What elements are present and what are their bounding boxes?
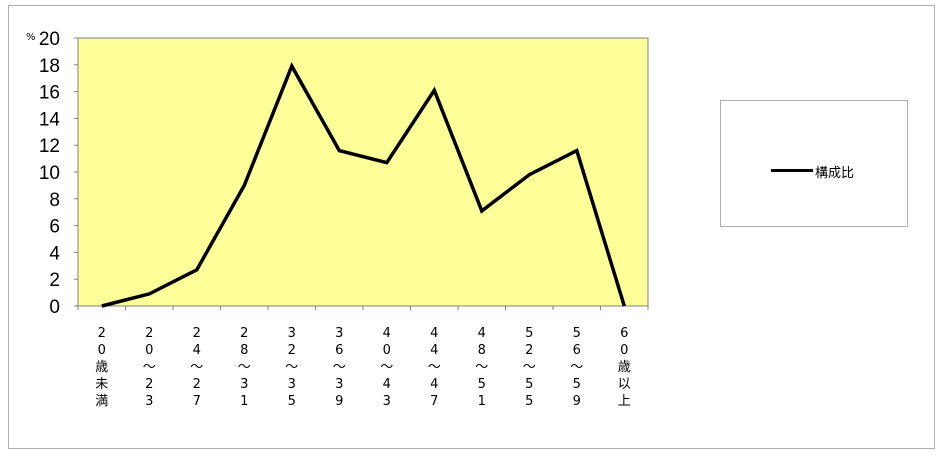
x-tick-label-char: 3 [145,394,153,409]
x-tick-label-char: 2 [193,377,201,392]
x-tick-label-char: 〜 [333,360,346,375]
x-axis: 20歳未満20〜2324〜2728〜3132〜3536〜3940〜4344〜47… [77,306,649,409]
x-tick-label-char: 1 [478,394,486,409]
x-tick-label-char: 8 [478,343,486,358]
x-tick-label-char: 3 [288,326,296,341]
x-tick-label-char: 3 [383,394,391,409]
x-tick-label-char: 3 [288,377,296,392]
x-tick-label-char: 7 [193,394,201,409]
x-tick-label: 2 4 〜 2 7 [190,326,203,409]
x-tick-label: 4 8 〜 5 1 [475,326,488,409]
x-tick-label: 4 4 〜 4 7 [428,326,441,409]
x-tick-label-char: 〜 [285,360,298,375]
x-tick-label-char: 〜 [238,360,251,375]
x-tick-label-char: 4 [430,326,438,341]
x-tick-label: 3 2 〜 3 5 [285,326,298,409]
y-tick-label: 2 [49,270,60,291]
x-tick-label-char: 5 [573,326,581,341]
legend-line-swatch [771,169,813,172]
x-tick-label: 4 0 〜 4 3 [380,326,393,409]
x-tick-label-char: 4 [383,326,391,341]
x-tick-label-char: 2 [98,326,106,341]
y-tick-label: 0 [49,297,60,318]
x-tick-label-char: 2 [288,343,296,358]
x-tick-label-char: 2 [145,377,153,392]
y-tick-label: 20 [39,29,60,50]
x-tick-label-char: 9 [573,394,581,409]
x-tick-label-char: 3 [240,377,248,392]
x-tick-label-char: 未 [95,377,108,392]
x-tick-label-char: 0 [145,343,153,358]
plot-area [77,37,649,307]
x-tick-label-char: 2 [145,326,153,341]
x-tick-label-char: 1 [240,394,248,409]
x-tick-label-char: 5 [288,394,296,409]
x-tick-label: 2 8 〜 3 1 [238,326,251,409]
y-tick-label: 4 [49,243,60,264]
y-tick-label: 8 [49,190,60,211]
y-unit-label: % [26,32,36,43]
y-tick-label: 6 [49,217,60,238]
legend: 構成比 [720,100,908,227]
x-tick-label-char: 6 [573,343,581,358]
x-tick-label-char: 5 [478,377,486,392]
x-tick-label-char: 4 [430,343,438,358]
x-tick-label-char: 〜 [190,360,203,375]
x-tick-label-char: 0 [620,343,628,358]
y-tick-label: 12 [39,136,60,157]
x-tick-label: 2 0 歳未満 [95,326,108,409]
x-tick-label-char: 〜 [523,360,536,375]
y-tick-label: 10 [39,163,60,184]
series-line-構成比 [101,62,626,308]
x-tick-label-char: 歳 [95,360,108,375]
x-tick-label-char: 〜 [475,360,488,375]
x-tick-label-char: 上 [618,394,631,409]
x-tick-label-char: 〜 [380,360,393,375]
y-axis: 0 2 4 6 8 10 12 14 16 18 20 [39,29,78,318]
x-tick-label-char: 2 [525,343,533,358]
x-tick-label: 5 6 〜 5 9 [570,326,583,409]
x-tick-label: 3 6 〜 3 9 [333,326,346,409]
x-tick-label-char: 2 [193,326,201,341]
x-tick-label-char: 0 [98,343,106,358]
x-tick-label-char: 〜 [143,360,156,375]
x-tick-label-char: 5 [525,394,533,409]
x-tick-label-char: 以 [618,377,631,392]
y-tick-label: 16 [39,83,60,104]
x-tick-label-char: 歳 [618,360,631,375]
x-tick-label-char: 4 [430,377,438,392]
x-tick-label: 5 2 〜 5 5 [523,326,536,409]
x-tick-label-char: 4 [193,343,201,358]
x-tick-label-char: 9 [335,394,343,409]
x-tick-label: 6 0 歳以上 [618,326,631,409]
x-tick-label-char: 2 [240,326,248,341]
x-tick-label-char: 0 [383,343,391,358]
x-tick-label: 2 0 〜 2 3 [143,326,156,409]
x-tick-label-char: 5 [573,377,581,392]
x-tick-label-char: 7 [430,394,438,409]
x-tick-label-char: 満 [95,394,108,409]
x-tick-label-char: 〜 [570,360,583,375]
x-tick-label-char: 6 [335,343,343,358]
x-tick-label-char: 3 [335,326,343,341]
x-tick-label-char: 4 [478,326,486,341]
x-tick-label-char: 5 [525,377,533,392]
x-tick-label-char: 8 [240,343,248,358]
x-tick-label-char: 4 [383,377,391,392]
y-tick-label: 18 [39,56,60,77]
x-tick-label-char: 6 [620,326,628,341]
y-tick-label: 14 [39,109,61,130]
x-tick-label-char: 3 [335,377,343,392]
legend-label: 構成比 [815,166,855,181]
x-tick-label-char: 5 [525,326,533,341]
x-tick-label-char: 〜 [428,360,441,375]
